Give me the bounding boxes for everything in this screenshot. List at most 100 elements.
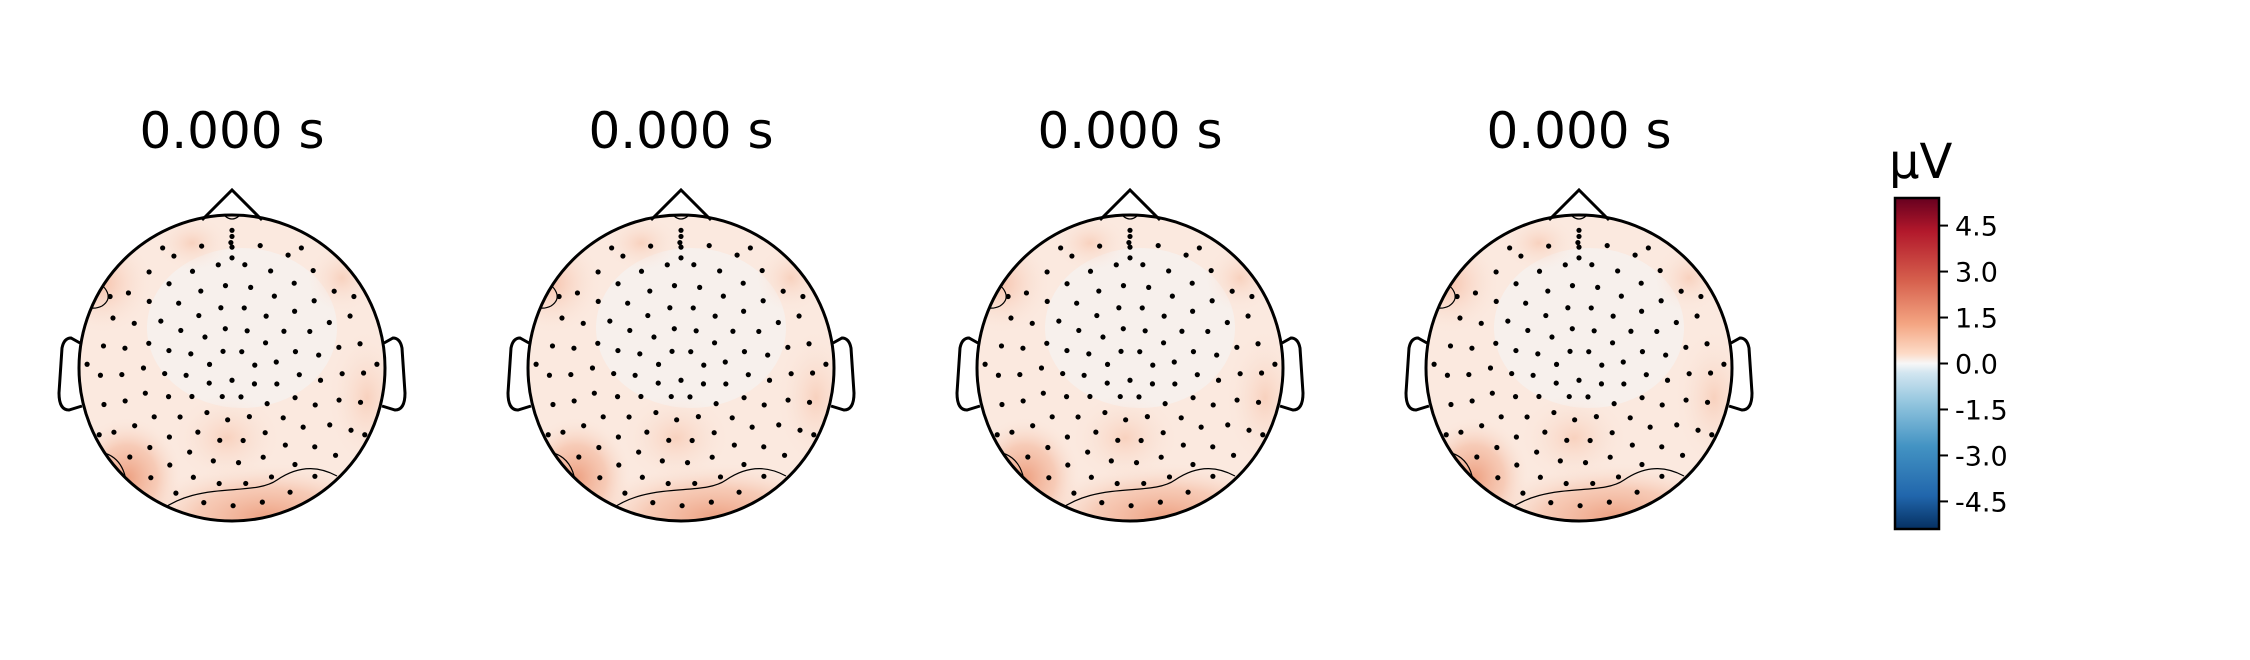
sensor-dot <box>1447 343 1454 349</box>
sensor-dot <box>1709 432 1715 438</box>
sensor-dot <box>148 475 154 481</box>
sensor-dot <box>1606 499 1612 505</box>
sensor-dot <box>765 352 771 358</box>
panel-title: 0.000 s <box>588 102 773 160</box>
sensor-dot <box>1190 308 1196 314</box>
sensor-dot <box>1102 409 1108 416</box>
sensor-dot <box>1086 351 1092 357</box>
sensor-dot <box>1076 327 1082 334</box>
sensor-dot <box>1683 344 1689 350</box>
sensor-dot <box>1214 352 1220 358</box>
sensor-dot <box>1569 326 1575 332</box>
contour-line <box>1571 215 1587 220</box>
sensor-dot <box>268 268 274 274</box>
sensor-dot <box>1194 372 1200 378</box>
sensor-dot <box>581 423 587 429</box>
sensor-dot <box>651 334 657 340</box>
colorbar-tick-label: 1.5 <box>1955 304 1998 335</box>
sensor-dot <box>166 281 172 287</box>
sensor-dot <box>199 243 205 249</box>
sensor-dot <box>1536 268 1543 274</box>
sensor-dot <box>697 284 703 290</box>
left-ear-outline <box>57 336 83 412</box>
sensor-dot <box>1215 377 1222 383</box>
sensor-dot <box>1044 298 1050 305</box>
sensor-dot <box>760 298 766 304</box>
sensor-dot <box>639 474 645 480</box>
sensor-dot <box>84 361 90 367</box>
sensor-dot <box>1534 449 1540 455</box>
sensor-dot <box>1258 370 1265 376</box>
sensor-dot <box>638 268 645 274</box>
sensor-dot <box>806 341 812 347</box>
sensor-dot <box>1545 288 1551 294</box>
sensor-dot <box>1639 395 1645 401</box>
sensor-dot <box>173 490 179 496</box>
sensor-dot <box>1087 268 1094 274</box>
sensor-dot <box>327 422 333 428</box>
sensor-dot <box>1520 490 1526 496</box>
sensor-dot <box>357 341 363 347</box>
sensor-dot <box>287 489 293 495</box>
sensor-dot <box>616 462 622 468</box>
sensor-dot <box>177 414 183 420</box>
sensor-dot <box>1023 290 1030 296</box>
sensor-dot <box>101 401 107 408</box>
sensor-dot <box>178 327 184 334</box>
sensor-dot <box>189 393 195 400</box>
sensor-dot <box>533 361 539 367</box>
sensor-dot <box>1563 480 1569 487</box>
sensor-dot <box>665 480 671 487</box>
sensor-dot <box>1108 458 1114 464</box>
sensor-dot <box>1118 348 1124 354</box>
sensor-dot <box>648 243 654 249</box>
colorbar: 4.5 3.0 1.5 0.0 -1.5 -3.0 -4.5 µV <box>1889 134 2008 531</box>
sensor-dot <box>142 390 148 396</box>
sensor-dot <box>1044 269 1050 275</box>
sensor-dot <box>1160 430 1166 436</box>
sensor-dot <box>1123 417 1129 423</box>
sensor-dot <box>692 480 698 487</box>
sensor-dot <box>1205 328 1211 335</box>
sensor-dot <box>216 480 222 487</box>
sensor-dot <box>1493 340 1499 346</box>
sensor-dot <box>1065 462 1071 468</box>
sensor-dot <box>1046 475 1052 481</box>
sensor-dot <box>775 319 781 326</box>
sensor-dot <box>229 227 235 233</box>
sensor-dot <box>189 268 196 274</box>
sensor-dot <box>1654 328 1660 335</box>
sensor-dot <box>627 327 633 334</box>
sensor-dot <box>1005 293 1011 300</box>
sensor-dot <box>1225 422 1231 428</box>
sensor-dot <box>1645 245 1651 251</box>
sensor-dot <box>243 480 249 487</box>
sensor-dot <box>580 320 586 326</box>
colorbar-tick-label: -3.0 <box>1955 441 2008 472</box>
sensor-dot <box>1025 454 1031 460</box>
sensor-dot <box>1210 444 1216 450</box>
sensor-dot <box>701 362 707 368</box>
sensor-dot <box>749 424 755 430</box>
sensor-dot <box>1704 399 1711 405</box>
sensor-dot <box>625 300 631 306</box>
sensor-markers <box>533 227 829 509</box>
sensor-dot <box>107 293 113 300</box>
sensor-dot <box>1576 227 1582 233</box>
sensor-dot <box>1523 300 1529 306</box>
sensor-dot <box>1548 500 1554 506</box>
sensor-dot <box>312 473 318 479</box>
sensor-dot <box>1139 305 1145 311</box>
sensor-dot <box>220 348 226 354</box>
sensor-dot <box>611 370 617 377</box>
sensor-dot <box>1190 461 1196 468</box>
sensor-dot <box>1064 281 1070 287</box>
sensor-dot <box>251 381 258 387</box>
sensor-dot <box>268 474 275 480</box>
sensor-dot <box>1128 503 1134 509</box>
sensor-dot <box>741 308 747 314</box>
sensor-dot <box>160 245 166 251</box>
sensor-dot <box>708 499 714 505</box>
sensor-dot <box>1513 347 1519 354</box>
sensor-dot <box>97 372 104 378</box>
